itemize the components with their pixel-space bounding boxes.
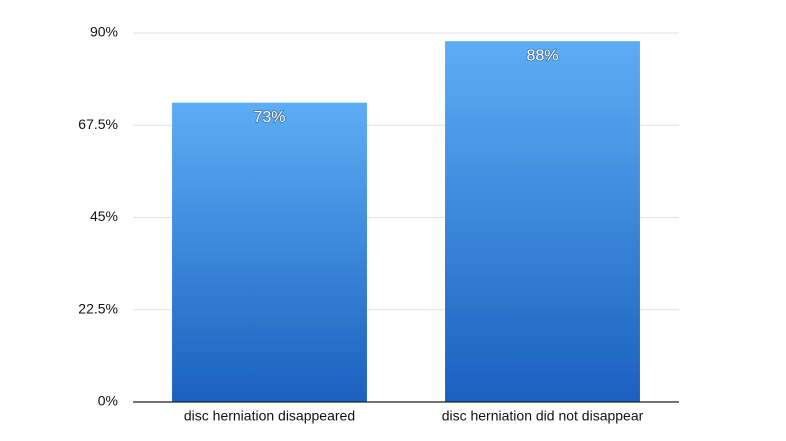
y-tick-label: 45%: [90, 208, 118, 224]
y-tick-label: 90%: [90, 24, 118, 40]
x-tick-label: disc herniation did not disappear: [442, 408, 644, 424]
value-label: 88%: [526, 47, 558, 64]
value-label: 73%: [253, 109, 285, 126]
y-tick-label: 22.5%: [78, 300, 118, 316]
x-tick-label: disc herniation disappeared: [184, 408, 355, 424]
bar: [445, 41, 640, 402]
y-tick-label: 0%: [98, 393, 118, 409]
bar: [172, 102, 367, 402]
y-tick-label: 67.5%: [78, 116, 118, 132]
